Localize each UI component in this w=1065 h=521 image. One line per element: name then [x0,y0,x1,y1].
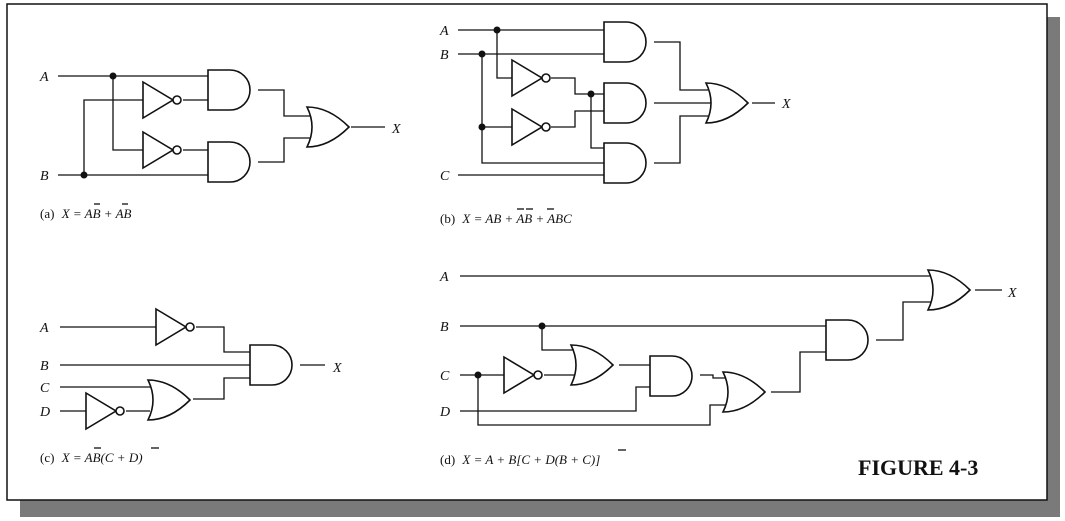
circuit-a-input-b: B [40,169,49,184]
circuit-c-and-gate [249,344,293,386]
circuit-a-wires [58,72,385,179]
figure-label: FIGURE 4-3 [858,455,978,480]
circuit-d-input-c: C [440,369,450,384]
circuit-b-caption: (b) X = AB + AB + ABC [440,211,572,226]
circuit-c-input-d: D [39,405,50,420]
circuit-d-and-gate [649,355,693,397]
circuit-c-caption: (c) X = AB(C + D) [40,450,143,465]
circuit-b-and-gate [603,142,647,184]
circuit-d-input-b: B [440,320,449,335]
circuit-a: A B X (a) X = AB + AB [39,69,401,221]
circuit-c-input-b: B [40,359,49,374]
circuit-d-input-a: A [439,270,449,285]
circuit-b-input-a: A [439,24,449,39]
circuit-b-input-b: B [440,48,449,63]
circuit-d-and-gate [825,319,869,361]
circuit-d-caption: (d) X = A + B[C + D(B + C)] [440,452,600,467]
circuit-d-output: X [1007,286,1017,301]
circuit-d: A B C D X (d) X = A + B[C [439,269,1017,467]
circuit-c-input-c: C [40,381,50,396]
circuit-c: A B C D X (c) X = AB(C + D) [39,308,342,465]
circuit-a-output: X [391,122,401,137]
circuit-b-input-c: C [440,169,450,184]
circuit-b-and-gate [603,21,647,63]
circuit-a-and-gate [207,69,251,111]
circuit-a-caption: (a) X = AB + AB [40,206,132,221]
circuit-c-output: X [332,361,342,376]
circuit-d-wires [460,275,1002,426]
circuit-c-input-a: A [39,321,49,336]
circuit-b-wires [458,26,775,176]
circuit-a-and-gate [207,141,251,183]
circuit-b: A B C X (b) [439,21,791,226]
circuit-b-output: X [781,97,791,112]
circuit-b-and-gate [603,82,647,124]
circuit-a-input-a: A [39,70,49,85]
circuit-d-input-d: D [439,405,450,420]
circuit-c-wires [60,326,325,412]
